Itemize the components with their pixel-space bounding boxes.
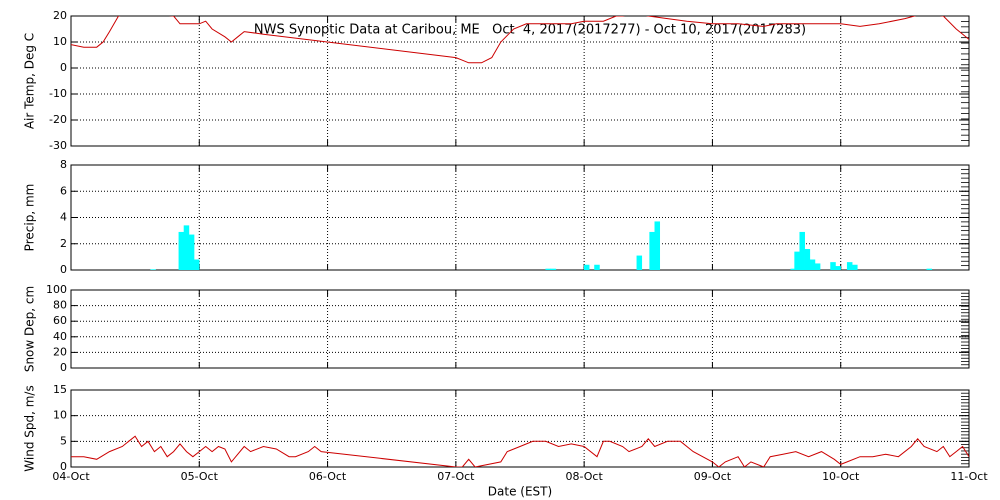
y-tick-label: 20 [53,9,67,22]
x-tick-label: 05-Oct [181,470,219,483]
x-axis-label: Date (EST) [488,485,552,499]
x-tick-label: 04-Oct [52,470,90,483]
y-tick-label: 10 [53,35,67,48]
plot-frame [70,15,970,147]
bar [178,231,185,270]
bar [150,269,156,270]
bar [804,249,811,270]
y-tick-label: -20 [49,113,67,126]
bar [814,263,821,270]
y-tick-label: 0 [60,460,67,473]
series [71,16,969,64]
bar [550,268,557,270]
data-line [71,435,969,467]
bar [790,268,796,270]
bar [794,251,800,270]
y-tick-label: 100 [46,283,67,296]
y-tick-label: 5 [60,434,67,447]
x-tick-label: 06-Oct [309,470,347,483]
data-line [71,16,969,64]
bar [649,231,655,270]
y-tick-label: 40 [53,330,67,343]
y-tick-label: 0 [60,361,67,374]
bar [809,259,816,270]
y-tick-label: 15 [53,383,67,396]
bar [193,259,200,270]
bar [852,264,858,270]
bar [183,225,190,270]
bar [636,255,643,270]
x-tick-label: 07-Oct [437,470,475,483]
y-tick-label: 6 [60,184,67,197]
y-tick-label: 8 [60,158,67,171]
y-tick-label: 0 [60,263,67,276]
y-axis-label: Air Temp, Deg C [23,33,37,129]
bar [830,262,836,270]
chart-title: NWS Synoptic Data at Caribou, ME Oct 4, … [254,23,806,38]
plot-frame [70,289,970,369]
y-tick-label: 4 [60,211,67,224]
series [71,435,969,467]
series [150,221,932,270]
bar [594,264,600,270]
y-tick-label: 80 [53,299,67,312]
x-tick-label: 10-Oct [822,470,860,483]
bar [835,266,841,270]
bar [799,231,805,270]
plot-frame [70,389,970,468]
y-tick-label: 2 [60,237,67,250]
bar [846,262,853,270]
y-tick-label: 20 [53,345,67,358]
bar [583,264,590,270]
bar [545,268,551,270]
x-tick-label: 11-Oct [950,470,988,483]
x-tick-label: 09-Oct [694,470,732,483]
y-tick-label: -10 [49,87,67,100]
y-tick-label: 60 [53,314,67,327]
y-axis-label: Precip, mm [23,184,37,252]
plot-frame [70,164,970,271]
bar [188,234,195,270]
y-tick-label: 10 [53,409,67,422]
y-tick-label: 0 [60,61,67,74]
bar [926,268,932,270]
bar [654,221,661,270]
y-axis-label: Wind Spd, m/s [23,385,37,471]
x-tick-label: 08-Oct [565,470,603,483]
y-tick-label: -30 [49,139,67,152]
y-axis-label: Snow Dep, cm [23,286,37,372]
